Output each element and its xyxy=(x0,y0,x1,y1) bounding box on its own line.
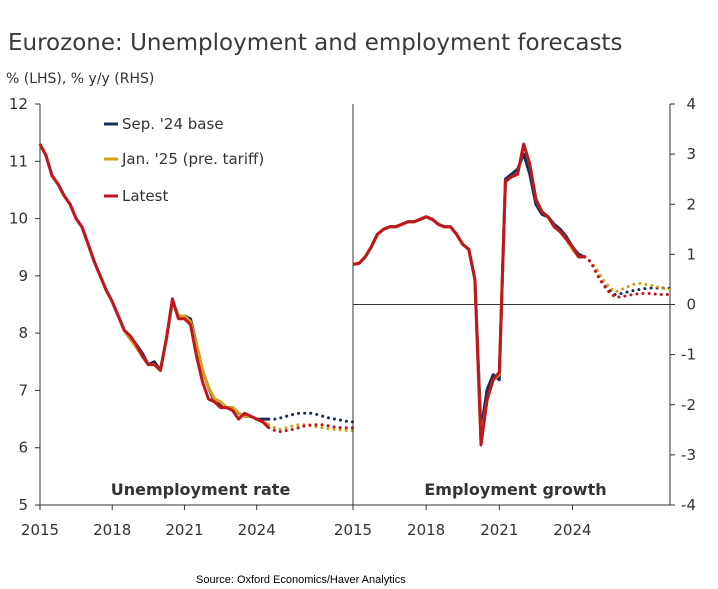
series-line-sep24 xyxy=(38,143,269,421)
x-tick-label: 2021 xyxy=(165,521,203,539)
y-tick-label: 1 xyxy=(686,245,696,263)
series-line-latest xyxy=(38,143,270,429)
y-tick-label: -1 xyxy=(681,346,696,364)
y-tick-label: 5 xyxy=(18,496,28,514)
y-tick-label: 6 xyxy=(18,439,28,457)
y-tick-label: -3 xyxy=(681,446,696,464)
x-tick-label: 2021 xyxy=(480,521,518,539)
y-tick-label: 3 xyxy=(686,145,696,163)
chart-title: Eurozone: Unemployment and employment fo… xyxy=(8,30,623,56)
y-tick-label: 11 xyxy=(9,152,28,170)
x-tick-label: 2018 xyxy=(407,521,445,539)
x-tick-label: 2015 xyxy=(334,521,372,539)
y-tick-label: 4 xyxy=(686,95,696,113)
y-tick-label: 12 xyxy=(9,95,28,113)
x-tick-label: 2024 xyxy=(553,521,591,539)
y-tick-label: -2 xyxy=(681,396,696,414)
y-tick-label: 8 xyxy=(18,324,28,342)
panel-label: Employment growth xyxy=(424,480,606,499)
series-forecast-latest xyxy=(583,255,672,299)
legend-label-latest: Latest xyxy=(122,187,168,205)
chart-subtitle: % (LHS), % y/y (RHS) xyxy=(6,71,155,87)
y-tick-label: 2 xyxy=(686,195,696,213)
y-tick-label: 0 xyxy=(686,296,696,314)
x-tick-label: 2024 xyxy=(238,521,276,539)
y-tick-label: 9 xyxy=(18,267,28,285)
legend-label-jan25: Jan. '25 (pre. tariff) xyxy=(121,150,264,168)
series-line-latest xyxy=(352,142,585,447)
panel-label: Unemployment rate xyxy=(111,480,291,499)
y-tick-label: 7 xyxy=(18,381,28,399)
series-forecast-sep24 xyxy=(583,255,672,297)
y-tick-label: -4 xyxy=(681,496,696,514)
source-note: Source: Oxford Economics/Haver Analytics xyxy=(196,574,406,586)
legend-label-sep24: Sep. '24 base xyxy=(122,115,224,133)
x-tick-label: 2018 xyxy=(93,521,131,539)
series-forecast-sep24 xyxy=(267,411,355,424)
series-line-sep24 xyxy=(352,152,586,432)
series-forecast-jan25 xyxy=(583,255,672,294)
y-tick-label: 10 xyxy=(9,210,28,228)
series-line-jan25 xyxy=(352,142,585,442)
x-tick-label: 2015 xyxy=(21,521,59,539)
series-forecast-latest xyxy=(267,423,355,434)
